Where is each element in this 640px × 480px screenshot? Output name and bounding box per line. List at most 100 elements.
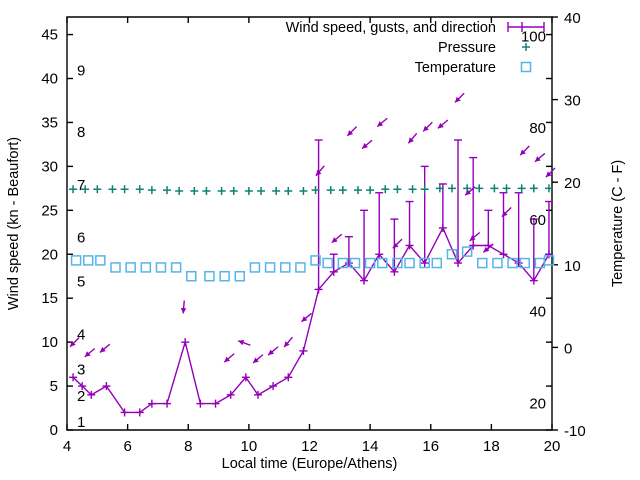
temperature-marker (310, 255, 321, 266)
plot-frame (66, 16, 553, 431)
temperature-marker (461, 246, 473, 257)
temperature-marker (110, 262, 121, 273)
y-tick-label: 5 (50, 378, 58, 395)
wind-direction-arrowhead (392, 242, 399, 249)
wind-direction-arrowhead (423, 125, 429, 132)
beaufort-label: 1 (77, 414, 85, 431)
wind-direction-arrowhead (501, 210, 508, 217)
y2-tick-label-f: 20 (529, 395, 546, 412)
y2-tick-label-c: 20 (564, 175, 581, 192)
temperature-marker (295, 262, 306, 273)
x-tick-label: 10 (241, 438, 258, 455)
x-tick-label: 4 (63, 438, 71, 455)
beaufort-label: 3 (77, 361, 85, 378)
temperature-marker (219, 270, 230, 282)
temperature-marker (125, 262, 136, 273)
x-tick-label: 16 (422, 438, 439, 455)
beaufort-label: 6 (77, 230, 85, 247)
temperature-marker (404, 257, 415, 269)
temperature-marker (264, 262, 276, 273)
y-tick-label: 10 (41, 334, 58, 351)
temperature-marker (234, 270, 246, 282)
x-axis-title: Local time (Europe/Athens) (222, 456, 398, 472)
temperature-marker (364, 257, 376, 269)
wind-direction-arrowhead (331, 237, 338, 243)
temperature-marker (95, 255, 106, 266)
wind-direction-arrowhead (534, 156, 541, 162)
temperature-marker (392, 257, 403, 269)
y2-axis-title: Temperature (C - F) (610, 160, 626, 287)
x-tick-label: 14 (362, 438, 379, 455)
y-tick-label: 25 (41, 202, 58, 219)
x-tick-label: 12 (301, 438, 318, 455)
temperature-marker (534, 257, 546, 269)
temperature-marker (477, 257, 488, 269)
wind-direction-arrowhead (347, 130, 354, 136)
wind-direction-arrowhead (545, 171, 552, 178)
wind-direction-arrowhead (465, 189, 472, 196)
temperature-marker (322, 257, 333, 269)
x-tick-label: 6 (123, 438, 131, 455)
temperature-marker (507, 257, 518, 269)
temperature-marker (337, 257, 349, 269)
x-tick-label: 18 (483, 438, 500, 455)
temperature-marker (140, 262, 152, 273)
wind-direction-arrowhead (224, 356, 231, 363)
temperature-marker (70, 255, 82, 266)
temperature-marker (82, 255, 94, 266)
wind-direction-arrowhead (69, 341, 76, 347)
legend-temperature-marker (520, 61, 532, 73)
beaufort-label: 2 (77, 388, 85, 405)
y-tick-label: 30 (41, 158, 58, 175)
x-tick-label: 8 (184, 438, 192, 455)
beaufort-label: 5 (77, 274, 85, 291)
temperature-marker (492, 257, 503, 269)
temperature-marker (155, 262, 167, 273)
wind-direction-arrowhead (284, 341, 290, 348)
wind-direction-arrowhead (99, 346, 106, 353)
beaufort-label: 7 (77, 177, 85, 194)
y-tick-label: 20 (41, 246, 58, 263)
legend-label-1: Pressure (438, 40, 496, 56)
y2-tick-label-c: 0 (564, 340, 572, 357)
x-tick-label: 20 (544, 438, 561, 455)
temperature-marker (204, 270, 215, 282)
legend-label-2: Temperature (415, 60, 496, 76)
y2-tick-label-c: 10 (564, 258, 581, 275)
temperature-marker (543, 255, 555, 266)
beaufort-label: 8 (77, 124, 85, 141)
temperature-marker (377, 257, 388, 269)
y-tick-label: 15 (41, 290, 58, 307)
beaufort-label: 9 (77, 63, 85, 80)
wind-direction-arrowhead (301, 316, 308, 322)
beaufort-label: 4 (77, 326, 85, 343)
temperature-marker (349, 257, 361, 269)
temperature-marker (419, 257, 430, 269)
temperature-marker (186, 270, 197, 282)
wind-direction-arrowhead (84, 351, 91, 357)
y2-tick-label-c: -10 (564, 423, 586, 440)
y2-tick-label-c: 30 (564, 93, 581, 110)
wind-direction-arrowhead (520, 149, 526, 156)
wind-direction-arrowhead (180, 307, 187, 314)
y-tick-label: 45 (41, 27, 58, 44)
y-tick-label: 35 (41, 114, 58, 131)
y2-tick-label-f: 40 (529, 304, 546, 321)
wind-direction-arrowhead (437, 122, 444, 129)
wind-direction-arrowhead (362, 143, 368, 149)
temperature-marker (249, 262, 261, 273)
wind-direction-arrowhead (377, 121, 384, 127)
wind-direction-arrowhead (315, 169, 322, 176)
wind-direction-arrowhead (483, 246, 490, 253)
y-tick-label: 40 (41, 71, 58, 88)
wind-direction-arrowhead (238, 339, 245, 346)
wind-direction-arrowhead (268, 349, 275, 356)
wind-direction-arrowhead (469, 235, 476, 241)
wind-direction-arrowhead (454, 96, 461, 103)
y2-tick-label-f: 60 (529, 212, 546, 229)
y2-tick-label-c: 40 (564, 10, 581, 27)
temperature-marker (431, 257, 443, 269)
